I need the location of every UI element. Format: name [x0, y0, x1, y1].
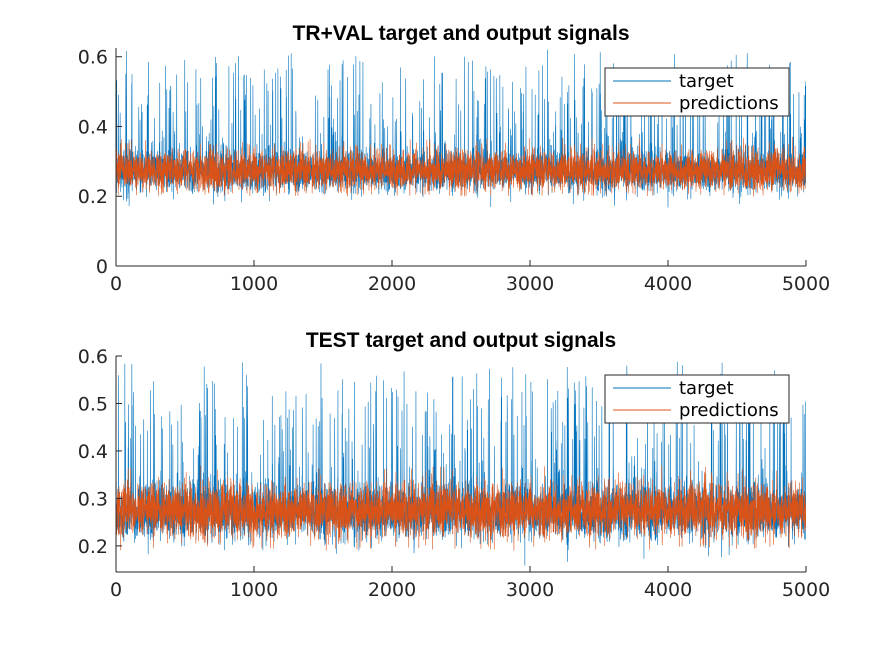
y-tick-label: 0.6	[78, 346, 108, 368]
tr-val-panel: TR+VAL target and output signals 0 1000 20…	[78, 22, 830, 295]
series-layer	[116, 361, 806, 566]
x-tick-label: 2000	[368, 273, 416, 295]
y-tick-label: 0.2	[78, 186, 108, 208]
x-tick-label: 1000	[230, 579, 278, 601]
x-tick-label: 4000	[644, 273, 692, 295]
x-tick-label: 1000	[230, 273, 278, 295]
chart-title: TR+VAL target and output signals	[293, 22, 630, 45]
x-tick-label: 2000	[368, 579, 416, 601]
y-tick-label: 0.5	[78, 393, 108, 415]
legend: target predictions	[604, 374, 790, 424]
legend-box	[604, 67, 790, 117]
legend-label-target: target	[679, 378, 734, 399]
y-tick-label: 0	[96, 256, 108, 278]
y-tick-label: 0.4	[78, 441, 108, 463]
x-tick-label: 0	[110, 273, 122, 295]
legend: target predictions	[604, 67, 790, 117]
axes: 0 1000 2000 3000 4000 5000 0 0.2 0.4 0.6	[78, 47, 830, 295]
y-tick-label: 0.4	[78, 116, 108, 138]
y-tick-label: 0.2	[78, 536, 108, 558]
x-tick-label: 4000	[644, 579, 692, 601]
series-line-predictions	[116, 136, 806, 197]
series-layer	[116, 49, 806, 266]
y-tick-label: 0.3	[78, 488, 108, 510]
legend-label-target: target	[679, 71, 734, 92]
x-tick-label: 0	[110, 579, 122, 601]
x-tick-label: 5000	[782, 273, 830, 295]
legend-box	[604, 374, 790, 424]
legend-label-predictions: predictions	[679, 93, 779, 114]
series-line-predictions	[116, 465, 806, 551]
chart-title: TEST target and output signals	[306, 329, 616, 352]
x-tick-label: 3000	[506, 273, 554, 295]
y-tick-label: 0.6	[78, 47, 108, 69]
x-tick-label: 3000	[506, 579, 554, 601]
axes: 0 1000 2000 3000 4000 5000 0.2 0.3 0.4 0.5 0.6	[78, 346, 830, 601]
test-panel: TEST target and output signals 0 1000 2000…	[78, 329, 830, 601]
x-tick-label: 5000	[782, 579, 830, 601]
legend-label-predictions: predictions	[679, 400, 779, 421]
